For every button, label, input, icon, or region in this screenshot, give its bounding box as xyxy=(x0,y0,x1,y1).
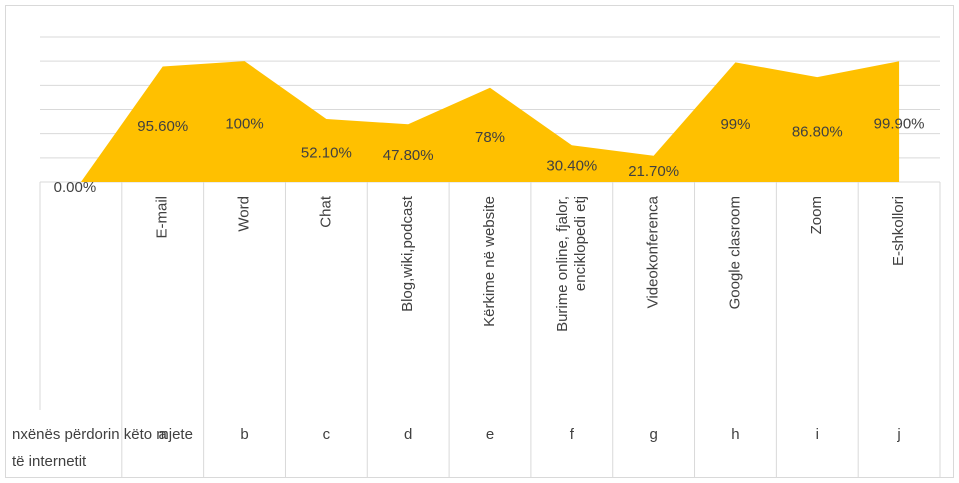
x-tick-label: Zoom xyxy=(808,196,825,234)
group-label: nxënës përdorin këto mjete të internetit xyxy=(12,426,193,470)
data-label: 0.00% xyxy=(54,179,97,196)
x-tick-label: Word xyxy=(236,196,253,232)
data-label: 86.80% xyxy=(792,124,843,141)
group-label: i xyxy=(816,426,819,443)
group-label: g xyxy=(649,426,657,443)
area xyxy=(80,61,900,182)
data-label: 47.80% xyxy=(383,147,434,164)
data-label: 78% xyxy=(475,129,505,146)
group-label: a xyxy=(159,426,168,443)
group-label: f xyxy=(570,426,575,443)
data-label: 21.70% xyxy=(628,163,679,180)
x-tick-label: Videokonferenca xyxy=(645,195,662,308)
group-label: e xyxy=(486,426,494,443)
group-label: j xyxy=(896,426,900,443)
data-label: 52.10% xyxy=(301,144,352,161)
x-tick-label: Google clasroom xyxy=(726,196,743,309)
group-label: c xyxy=(323,426,331,443)
x-tick-label: E-shkollori xyxy=(890,196,907,266)
x-tick-label: Chat xyxy=(317,195,334,228)
group-label: h xyxy=(731,426,739,443)
data-label: 30.40% xyxy=(546,158,597,175)
group-label: d xyxy=(404,426,412,443)
data-label: 99.90% xyxy=(874,116,925,133)
group-label: b xyxy=(240,426,248,443)
data-label: 99% xyxy=(720,116,750,133)
x-tick-label: Kërkime në website xyxy=(481,196,498,327)
x-tick-label: Burime online, fjalor,enciklopedi etj xyxy=(554,196,589,332)
x-tick-label: E-mail xyxy=(154,196,171,239)
x-tick-label: Blog,wiki,podcast xyxy=(399,195,416,312)
data-label: 100% xyxy=(225,116,263,133)
data-label: 95.60% xyxy=(137,118,188,135)
